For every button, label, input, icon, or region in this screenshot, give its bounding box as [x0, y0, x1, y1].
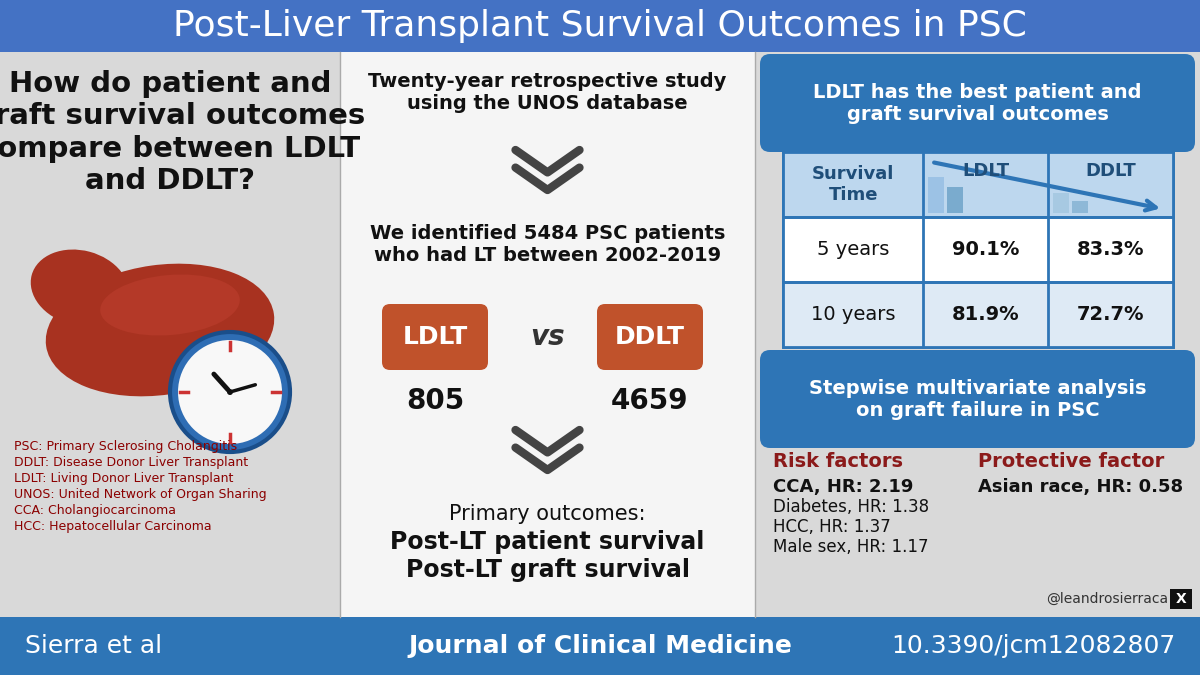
Text: 10.3390/jcm12082807: 10.3390/jcm12082807	[890, 634, 1175, 658]
Text: How do patient and
graft survival outcomes
compare between LDLT
and DDLT?: How do patient and graft survival outcom…	[0, 70, 366, 195]
Text: 90.1%: 90.1%	[952, 240, 1020, 259]
Text: HCC: Hepatocellular Carcinoma: HCC: Hepatocellular Carcinoma	[14, 520, 211, 533]
Bar	[784, 282, 1174, 347]
FancyBboxPatch shape	[760, 54, 1195, 152]
Text: @leandrosierraca: @leandrosierraca	[1046, 592, 1168, 606]
Bar	[340, 52, 755, 675]
Text: vs: vs	[530, 323, 565, 351]
FancyBboxPatch shape	[382, 304, 488, 370]
Text: 805: 805	[406, 387, 464, 415]
FancyBboxPatch shape	[598, 304, 703, 370]
Text: Journal of Clinical Medicine: Journal of Clinical Medicine	[408, 634, 792, 658]
Ellipse shape	[46, 264, 275, 396]
Text: DDLT: DDLT	[616, 325, 685, 349]
Circle shape	[178, 340, 282, 444]
Circle shape	[170, 332, 290, 452]
Text: LDLT has the best patient and
graft survival outcomes: LDLT has the best patient and graft surv…	[814, 82, 1141, 124]
Text: Survival
Time: Survival Time	[812, 165, 894, 204]
Text: Post-LT patient survival
Post-LT graft survival: Post-LT patient survival Post-LT graft s…	[390, 530, 704, 582]
Text: Post-Liver Transplant Survival Outcomes in PSC: Post-Liver Transplant Survival Outcomes …	[173, 9, 1027, 43]
Text: Risk factors: Risk factors	[773, 452, 904, 471]
Text: Diabetes, HR: 1.38: Diabetes, HR: 1.38	[773, 498, 929, 516]
Ellipse shape	[101, 275, 240, 335]
Bar	[0, 0, 1200, 52]
Circle shape	[227, 389, 233, 395]
FancyBboxPatch shape	[760, 350, 1195, 448]
Text: DDLT: DDLT	[1085, 163, 1136, 180]
Text: 81.9%: 81.9%	[952, 305, 1020, 324]
Bar	[1170, 589, 1192, 609]
Text: 10 years: 10 years	[811, 305, 895, 324]
Text: X: X	[1176, 592, 1187, 606]
Text: LDLT: LDLT	[962, 163, 1009, 180]
Text: DDLT: Disease Donor Liver Transplant: DDLT: Disease Donor Liver Transplant	[14, 456, 248, 469]
Bar	[0, 617, 1200, 675]
Bar	[784, 152, 1174, 347]
Ellipse shape	[31, 250, 130, 327]
Text: Male sex, HR: 1.17: Male sex, HR: 1.17	[773, 538, 929, 556]
Text: Protective factor: Protective factor	[978, 452, 1164, 471]
Text: Sierra et al: Sierra et al	[25, 634, 162, 658]
Bar	[1073, 201, 1088, 213]
Text: LDLT: Living Donor Liver Transplant: LDLT: Living Donor Liver Transplant	[14, 472, 233, 485]
Text: 4659: 4659	[611, 387, 689, 415]
Text: We identified 5484 PSC patients
who had LT between 2002-2019: We identified 5484 PSC patients who had …	[370, 224, 725, 265]
Text: HCC, HR: 1.37: HCC, HR: 1.37	[773, 518, 890, 536]
Bar	[755, 52, 1200, 675]
Bar	[784, 152, 1174, 347]
Text: 5 years: 5 years	[817, 240, 889, 259]
Bar	[1054, 193, 1069, 213]
Bar	[784, 217, 1174, 282]
Bar	[784, 152, 1174, 217]
Text: CCA, HR: 2.19: CCA, HR: 2.19	[773, 478, 913, 496]
Bar	[0, 52, 340, 675]
Text: UNOS: United Network of Organ Sharing: UNOS: United Network of Organ Sharing	[14, 488, 266, 501]
Text: 72.7%: 72.7%	[1076, 305, 1145, 324]
Text: 83.3%: 83.3%	[1076, 240, 1145, 259]
Bar	[929, 177, 944, 213]
Text: LDLT: LDLT	[402, 325, 468, 349]
Text: Twenty-year retrospective study
using the UNOS database: Twenty-year retrospective study using th…	[368, 72, 727, 113]
Text: Asian race, HR: 0.58: Asian race, HR: 0.58	[978, 478, 1183, 496]
Bar	[948, 187, 964, 213]
Text: Stepwise multivariate analysis
on graft failure in PSC: Stepwise multivariate analysis on graft …	[809, 379, 1146, 419]
Text: Primary outcomes:: Primary outcomes:	[449, 504, 646, 524]
Text: PSC: Primary Sclerosing Cholangitis: PSC: Primary Sclerosing Cholangitis	[14, 440, 238, 453]
Text: CCA: Cholangiocarcinoma: CCA: Cholangiocarcinoma	[14, 504, 176, 517]
